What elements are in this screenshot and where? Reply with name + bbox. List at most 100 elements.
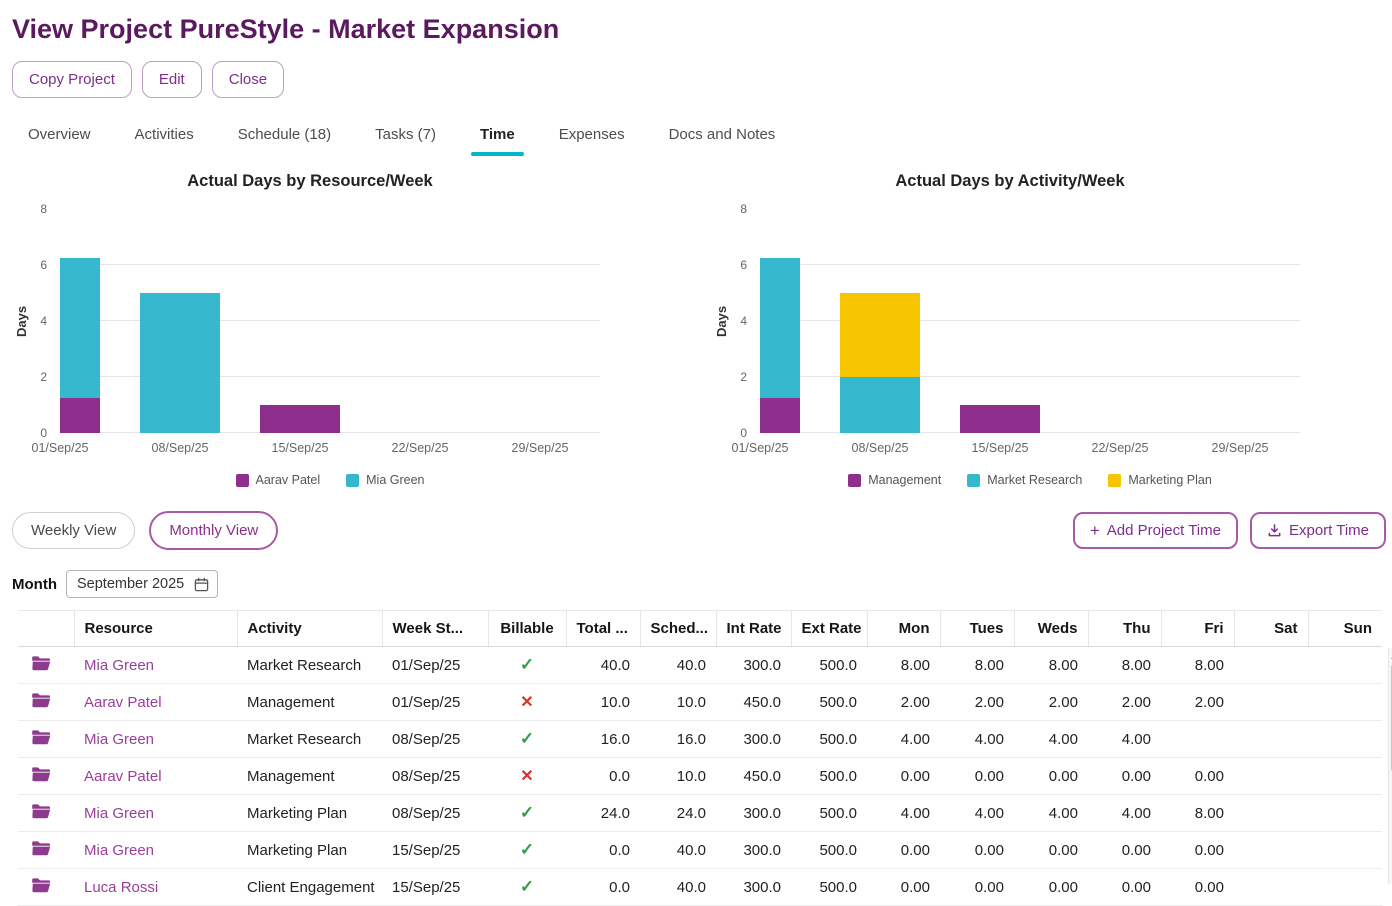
- activity-cell: Marketing Plan: [237, 795, 382, 832]
- weekly-view-button[interactable]: Weekly View: [12, 512, 135, 549]
- vertical-scrollbar[interactable]: [1388, 648, 1392, 884]
- month-label: Month: [12, 576, 57, 593]
- resource-link[interactable]: Mia Green: [74, 795, 237, 832]
- sun-cell: [1308, 758, 1382, 795]
- week-start-cell: 15/Sep/25: [382, 832, 488, 869]
- bar-segment-mia-green: [140, 293, 220, 433]
- col-header-tues[interactable]: Tues: [940, 611, 1014, 647]
- weds-cell: 0.00: [1014, 758, 1088, 795]
- total-cell: 10.0: [566, 684, 640, 721]
- row-icon-cell: [18, 684, 74, 721]
- week-start-cell: 08/Sep/25: [382, 795, 488, 832]
- col-header-thu[interactable]: Thu: [1088, 611, 1161, 647]
- total-cell: 0.0: [566, 832, 640, 869]
- non-billable-cross-icon: ✕: [520, 694, 533, 711]
- non-billable-cross-icon: ✕: [520, 768, 533, 785]
- copy-project-button[interactable]: Copy Project: [12, 61, 132, 98]
- ext-rate-cell: 500.0: [791, 795, 867, 832]
- week-start-cell: 01/Sep/25: [382, 647, 488, 684]
- edit-button[interactable]: Edit: [142, 61, 202, 98]
- tab-expenses[interactable]: Expenses: [559, 126, 625, 156]
- int-rate-cell: 300.0: [716, 795, 791, 832]
- resource-link[interactable]: Mia Green: [74, 721, 237, 758]
- fri-cell: 0.00: [1161, 832, 1234, 869]
- col-header-total[interactable]: Total ...: [566, 611, 640, 647]
- col-header-weds[interactable]: Weds: [1014, 611, 1088, 647]
- col-header-ext-rate[interactable]: Ext Rate: [791, 611, 867, 647]
- folder-icon[interactable]: [31, 877, 51, 893]
- col-header-fri[interactable]: Fri: [1161, 611, 1234, 647]
- billable-check-icon: ✓: [520, 655, 534, 674]
- bar-segment-management: [960, 405, 1040, 433]
- close-button[interactable]: Close: [212, 61, 284, 98]
- col-header-billable[interactable]: Billable: [488, 611, 566, 647]
- legend-item: Marketing Plan: [1108, 473, 1211, 487]
- y-tick-label: 6: [40, 258, 47, 272]
- resource-link[interactable]: Luca Rossi: [74, 869, 237, 906]
- col-header-mon[interactable]: Mon: [867, 611, 940, 647]
- export-time-button[interactable]: Export Time: [1250, 512, 1386, 549]
- resource-link[interactable]: Mia Green: [74, 647, 237, 684]
- thu-cell: 0.00: [1088, 832, 1161, 869]
- legend-swatch: [236, 474, 249, 487]
- folder-icon[interactable]: [31, 692, 51, 708]
- sat-cell: [1234, 684, 1308, 721]
- folder-icon[interactable]: [31, 729, 51, 745]
- resource-link[interactable]: Aarav Patel: [74, 684, 237, 721]
- int-rate-cell: 300.0: [716, 721, 791, 758]
- tab-time[interactable]: Time: [480, 126, 515, 156]
- folder-icon[interactable]: [31, 803, 51, 819]
- monthly-view-button[interactable]: Monthly View: [149, 511, 278, 550]
- col-header-week-st[interactable]: Week St...: [382, 611, 488, 647]
- legend-item: Management: [848, 473, 941, 487]
- tab-tasks-7[interactable]: Tasks (7): [375, 126, 436, 156]
- col-header-activity[interactable]: Activity: [237, 611, 382, 647]
- col-header-sched[interactable]: Sched...: [640, 611, 716, 647]
- x-tick-label: 29/Sep/25: [1212, 441, 1269, 455]
- tab-activities[interactable]: Activities: [135, 126, 194, 156]
- row-icon-cell: [18, 758, 74, 795]
- calendar-icon[interactable]: [194, 577, 209, 592]
- col-header-int-rate[interactable]: Int Rate: [716, 611, 791, 647]
- total-cell: 16.0: [566, 721, 640, 758]
- folder-icon[interactable]: [31, 840, 51, 856]
- col-header-sun[interactable]: Sun: [1308, 611, 1382, 647]
- ext-rate-cell: 500.0: [791, 684, 867, 721]
- y-tick-label: 8: [740, 202, 747, 216]
- y-tick-label: 6: [740, 258, 747, 272]
- billable-cell: ✓: [488, 647, 566, 684]
- billable-cell: ✓: [488, 721, 566, 758]
- scheduled-cell: 40.0: [640, 647, 716, 684]
- tab-schedule-18[interactable]: Schedule (18): [238, 126, 331, 156]
- col-header-sat[interactable]: Sat: [1234, 611, 1308, 647]
- x-tick-label: 01/Sep/25: [32, 441, 89, 455]
- sun-cell: [1308, 721, 1382, 758]
- bar-segment-market-research: [840, 377, 920, 433]
- add-project-time-button[interactable]: + Add Project Time: [1073, 512, 1238, 549]
- folder-icon[interactable]: [31, 655, 51, 671]
- thu-cell: 2.00: [1088, 684, 1161, 721]
- tab-docs-and-notes[interactable]: Docs and Notes: [669, 126, 776, 156]
- mon-cell: 0.00: [867, 758, 940, 795]
- gridline: [760, 264, 1300, 265]
- legend-label: Mia Green: [366, 473, 424, 487]
- scheduled-cell: 24.0: [640, 795, 716, 832]
- bar-segment-market-research: [760, 258, 800, 398]
- folder-icon[interactable]: [31, 766, 51, 782]
- legend-swatch: [1108, 474, 1121, 487]
- tab-overview[interactable]: Overview: [28, 126, 91, 156]
- month-picker[interactable]: September 2025: [66, 570, 218, 598]
- chart-plot: [60, 209, 600, 433]
- legend-label: Management: [868, 473, 941, 487]
- x-tick-label: 08/Sep/25: [852, 441, 909, 455]
- col-header-resource[interactable]: Resource: [74, 611, 237, 647]
- resource-link[interactable]: Mia Green: [74, 832, 237, 869]
- resource-link[interactable]: Aarav Patel: [74, 758, 237, 795]
